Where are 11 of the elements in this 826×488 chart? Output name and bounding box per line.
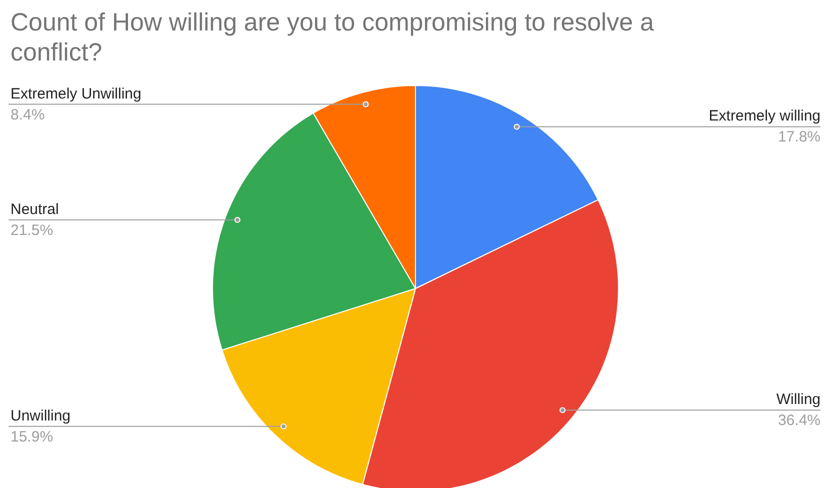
slice-label: Neutral (10, 200, 59, 218)
data-label: 17.8% (778, 128, 821, 146)
data-label: 8.4% (10, 106, 45, 124)
slice-label: Willing (776, 391, 821, 408)
data-label: 36.4% (778, 412, 821, 430)
data-label: 15.9% (10, 428, 54, 446)
chart-title: Count of How willing are you to compromising to resolve a conflict? (10, 8, 654, 66)
slice-label: Extremely Unwilling (10, 85, 142, 102)
data-label: 21.5% (10, 222, 54, 239)
slice-label: Extremely willing (708, 108, 821, 125)
slice-label: Unwilling (10, 407, 71, 424)
